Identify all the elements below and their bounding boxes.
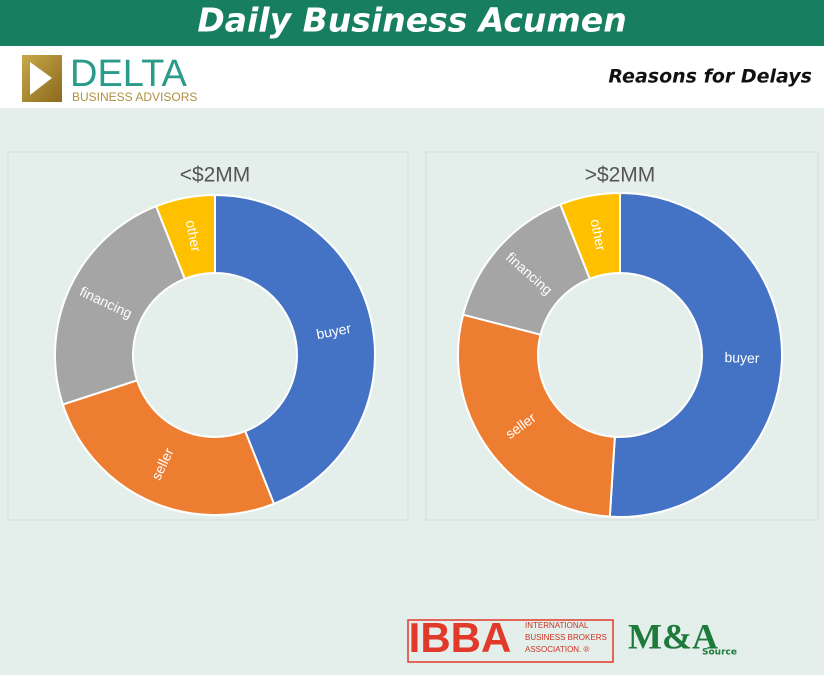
logo-band [0, 46, 824, 108]
panel [425, 151, 819, 521]
panel [7, 151, 409, 521]
donut-slice [559, 191, 621, 281]
donut-slice [457, 313, 616, 518]
donut-slice [608, 191, 784, 518]
slice-label: buyer [724, 349, 760, 366]
donut-slice [61, 379, 276, 516]
slice-label: buyer [315, 320, 353, 342]
chart-title: >$2MM [585, 164, 656, 187]
logo-mark [30, 62, 52, 95]
logo-tagline: BUSINESS ADVISORS [72, 90, 197, 104]
header-title: Daily Business Acumen [197, 1, 626, 40]
donut-slice [214, 193, 376, 506]
header-subtitle: Reasons for Delays [608, 66, 812, 88]
mna-sub: Source [702, 648, 737, 658]
ibba-text: BUSINESS BROKERS [525, 633, 607, 642]
donut-slice [54, 204, 187, 406]
ibba-logo: IBBA [409, 614, 512, 661]
ibba-box [407, 619, 614, 663]
donut-slice [154, 193, 216, 281]
header-bar [0, 0, 824, 46]
slice-label: other [588, 218, 610, 253]
ibba-text: ASSOCIATION. ® [525, 645, 590, 654]
mna-logo: M&A [628, 616, 718, 656]
slice-label: other [183, 219, 205, 254]
chart-title: <$2MM [180, 164, 251, 187]
logo-name: DELTA [70, 53, 187, 95]
ibba-text: INTERNATIONAL [525, 621, 589, 630]
